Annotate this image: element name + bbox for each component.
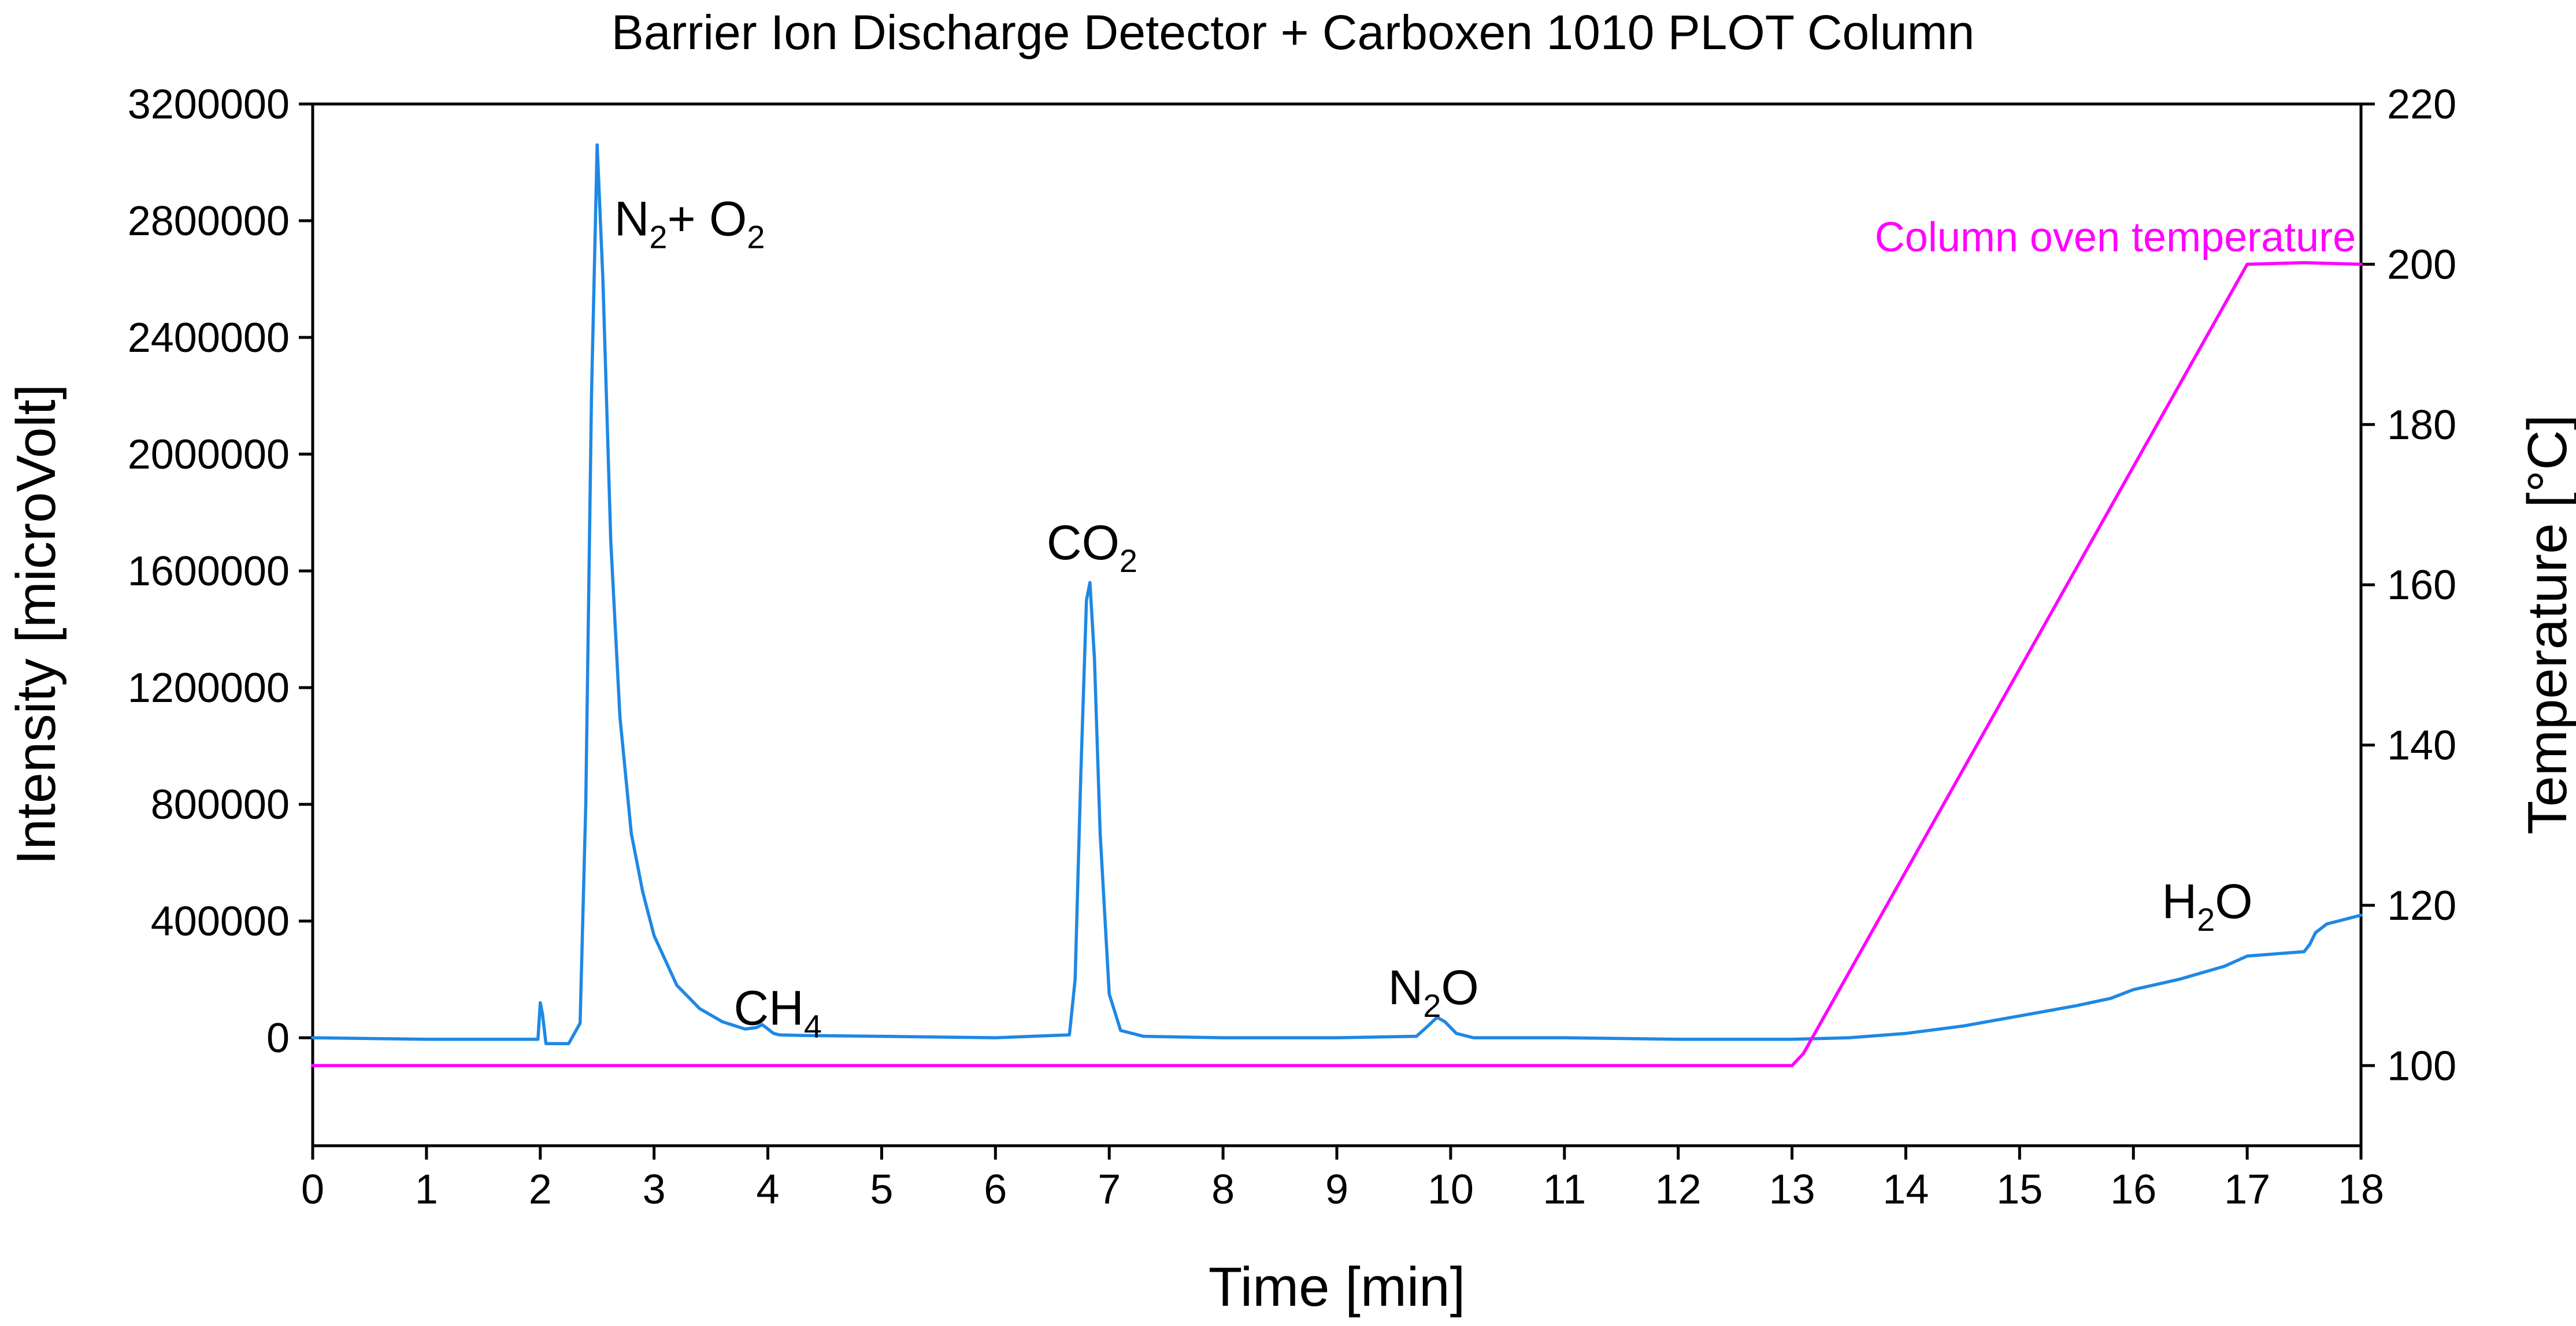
x-tick-label: 9 [1325,1167,1348,1213]
series-line-intensity [311,143,2363,1045]
y-axis-label-left: Intensity [microVolt] [5,384,67,865]
x-tick-label: 5 [870,1167,893,1213]
x-tick-label: 12 [1655,1167,1702,1213]
peak-label: CO2 [1047,515,1137,579]
chart-title: Barrier Ion Discharge Detector + Carboxe… [611,5,1975,60]
x-tick-label: 4 [757,1167,780,1213]
y2-tick-label: 220 [2387,81,2456,128]
x-tick-label: 7 [1098,1167,1121,1213]
y2-tick-label: 200 [2387,242,2456,288]
y2-tick-label: 160 [2387,562,2456,608]
y-axis-right: 100 120 140 160 180 200 220 [2361,81,2456,1089]
peak-label: H2O [2162,874,2252,938]
y2-tick-label: 180 [2387,402,2456,448]
y-tick-label: 2800000 [128,198,290,244]
y-tick-label: 3200000 [128,81,290,128]
x-tick-label: 17 [2224,1167,2270,1213]
y-tick-label: 800000 [151,782,290,828]
y2-tick-label: 100 [2387,1043,2456,1089]
x-tick-label: 1 [415,1167,438,1213]
y-tick-label: 0 [266,1015,290,1061]
peak-label: CH4 [733,980,821,1044]
y-tick-label: 1600000 [128,548,290,595]
x-tick-label: 16 [2110,1167,2156,1213]
x-tick-label: 10 [1428,1167,1474,1213]
x-tick-label: 0 [301,1167,324,1213]
x-axis: 0 1 2 3 4 5 6 7 8 9 10 11 12 13 14 15 16 17 18 [301,1146,2384,1213]
x-tick-label: 18 [2338,1167,2384,1213]
x-tick-label: 13 [1769,1167,1815,1213]
x-tick-label: 15 [1996,1167,2043,1213]
y2-tick-label: 120 [2387,883,2456,929]
x-axis-label: Time [min] [1209,1256,1465,1318]
y-tick-label: 400000 [151,898,290,945]
x-tick-label: 11 [1543,1167,1586,1213]
series-layer [311,143,2363,1068]
series-line-temperature [311,261,2363,1068]
peak-label: N2+ O2 [614,191,765,255]
x-tick-label: 6 [984,1167,1007,1213]
peak-annotations: N2+ O2 CH4 CO2 N2O H2O [614,191,2253,1044]
peak-label: N2O [1388,960,1479,1024]
x-tick-label: 2 [529,1167,552,1213]
x-tick-label: 8 [1211,1167,1235,1213]
y2-tick-label: 140 [2387,723,2456,769]
y-tick-label: 1200000 [128,665,290,711]
x-tick-label: 14 [1882,1167,1929,1213]
y-tick-label: 2000000 [128,432,290,478]
x-tick-label: 3 [643,1167,666,1213]
y-tick-label: 2400000 [128,315,290,361]
y-axis-left: 0 400000 800000 1200000 1600000 2000000 240000… [128,81,313,1061]
series-label-temperature: Column oven temperature [1875,214,2356,261]
y-axis-label-right: Temperature [°C] [2516,415,2576,835]
